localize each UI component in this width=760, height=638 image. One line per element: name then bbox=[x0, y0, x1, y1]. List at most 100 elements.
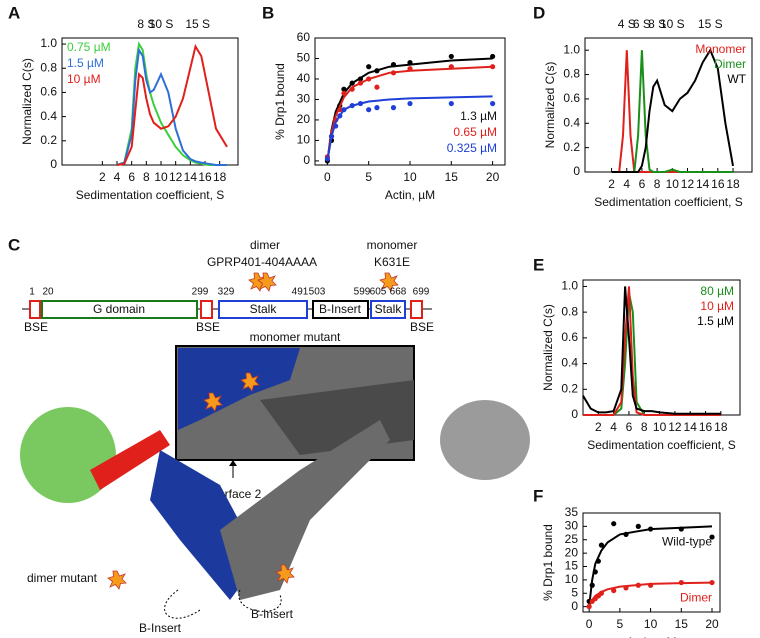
x-tick-label: 2 bbox=[99, 170, 106, 184]
point bbox=[366, 107, 372, 113]
legend-label: 0.65 µM bbox=[453, 125, 497, 139]
x-tick-label: 8 bbox=[654, 177, 661, 191]
series-line bbox=[116, 41, 227, 166]
point bbox=[341, 107, 347, 113]
residue: 699 bbox=[413, 287, 430, 298]
y-axis-label: Normalized C(s) bbox=[20, 58, 34, 145]
loop-label: B-Insert bbox=[139, 621, 182, 635]
x-tick-label: 12 bbox=[668, 420, 682, 434]
y-axis-label: % Drp1 bound bbox=[541, 524, 555, 601]
y-tick-label: 0 bbox=[50, 157, 57, 171]
point bbox=[490, 100, 496, 107]
y-tick-label: 1.0 bbox=[40, 36, 57, 50]
series-line bbox=[611, 48, 734, 173]
y-tick-label: 10 bbox=[565, 572, 579, 586]
bse-box bbox=[410, 300, 423, 319]
point bbox=[647, 582, 654, 588]
point bbox=[349, 80, 355, 86]
residue: 491 bbox=[292, 287, 309, 298]
residue: 605 bbox=[370, 287, 387, 298]
residue: 1 bbox=[29, 287, 35, 298]
x-tick-label: 6 bbox=[128, 170, 135, 184]
x-tick-label: 2 bbox=[595, 420, 602, 434]
y-tick-label: 60 bbox=[297, 30, 311, 44]
plot-frame bbox=[61, 37, 239, 166]
y-tick-label: 1.0 bbox=[561, 279, 578, 293]
y-tick-label: 40 bbox=[297, 71, 311, 85]
x-tick-label: 18 bbox=[213, 170, 227, 184]
x-axis-label: Sedimentation coefficient, S bbox=[76, 188, 225, 202]
x-tick-label: 4 bbox=[610, 420, 617, 434]
x-tick-label: 4 bbox=[623, 177, 630, 191]
mutation-name: dimer bbox=[250, 238, 280, 252]
point bbox=[407, 59, 413, 66]
legend-label: 0.325 µM bbox=[447, 141, 497, 155]
y-tick-label: 20 bbox=[565, 545, 579, 559]
g-domain-grey bbox=[440, 400, 530, 480]
y-tick-label: 0.6 bbox=[563, 91, 580, 105]
annotation: 4 S bbox=[618, 17, 636, 31]
legend-label: Monomer bbox=[695, 42, 746, 56]
series-line bbox=[582, 286, 721, 415]
x-tick-label: 5 bbox=[365, 170, 372, 184]
point bbox=[390, 70, 397, 76]
point bbox=[623, 531, 629, 538]
point bbox=[333, 123, 339, 129]
mutation-site: K631E bbox=[374, 255, 410, 269]
y-tick-label: 0.4 bbox=[40, 109, 57, 123]
domain-label: G domain bbox=[93, 302, 145, 316]
domain-box bbox=[218, 300, 308, 319]
point bbox=[678, 526, 684, 532]
point bbox=[341, 90, 347, 96]
domain-box bbox=[370, 300, 406, 319]
x-axis-label: Actin, µM bbox=[385, 188, 435, 202]
mutation-star bbox=[257, 272, 277, 292]
point bbox=[337, 113, 343, 119]
residue: 299 bbox=[192, 287, 209, 298]
legend-label: 10 µM bbox=[700, 299, 734, 313]
panel-label: D bbox=[533, 3, 545, 22]
y-axis-label: Normalized C(s) bbox=[543, 62, 557, 149]
plot-frame bbox=[582, 512, 721, 613]
y-tick-label: 0 bbox=[571, 599, 578, 613]
x-tick-label: 12 bbox=[681, 177, 695, 191]
domain-label: B-Insert bbox=[319, 302, 362, 316]
point bbox=[490, 53, 496, 60]
annotation: 8 S bbox=[137, 17, 155, 31]
bse-helix bbox=[90, 430, 170, 490]
y-tick-label: 0.6 bbox=[40, 85, 57, 99]
y-tick-label: 0 bbox=[571, 407, 578, 421]
point bbox=[611, 521, 617, 527]
bse-box bbox=[200, 300, 213, 319]
y-tick-label: 0.8 bbox=[40, 60, 57, 74]
legend-label: 0.75 µM bbox=[67, 40, 111, 54]
x-tick-label: 14 bbox=[184, 170, 198, 184]
point bbox=[635, 523, 641, 529]
point bbox=[349, 102, 355, 109]
chart: F0510152005101520253035Actin, µM% Drp1 b… bbox=[533, 486, 721, 638]
x-tick-label: 10 bbox=[154, 170, 168, 184]
point bbox=[448, 100, 454, 107]
x-tick-label: 8 bbox=[143, 170, 150, 184]
y-tick-label: 0.4 bbox=[561, 356, 578, 370]
y-tick-label: 0 bbox=[573, 164, 580, 178]
point bbox=[357, 100, 364, 107]
legend-label: WT bbox=[727, 72, 746, 86]
chart: A 2 4 6 8 10 12 14 16 18 0 0.2 0.4 0.6 0.8 1.0 Sedimenta… bbox=[8, 3, 239, 202]
chart: B 0 5 10 15 20 0 10 20 30 40 50 60 Actin, µM % Drp1 bo… bbox=[262, 3, 506, 202]
legend-label: 1.5 µM bbox=[697, 314, 734, 328]
annotation: 15 S bbox=[185, 17, 210, 31]
mutation-star bbox=[107, 570, 127, 590]
point bbox=[709, 579, 715, 586]
residue: 329 bbox=[218, 287, 235, 298]
bse-label: BSE bbox=[196, 320, 220, 334]
annotation: 10 S bbox=[660, 17, 685, 31]
y-tick-label: 10 bbox=[297, 133, 311, 147]
legend-label: Dimer bbox=[714, 57, 746, 71]
annotation: 8 S bbox=[648, 17, 666, 31]
stalk-grey bbox=[220, 420, 390, 600]
y-tick-label: 50 bbox=[297, 51, 311, 65]
inset-title: monomer mutant bbox=[250, 330, 341, 344]
y-tick-label: 0.4 bbox=[563, 115, 580, 129]
annotation: 6 S bbox=[633, 17, 651, 31]
